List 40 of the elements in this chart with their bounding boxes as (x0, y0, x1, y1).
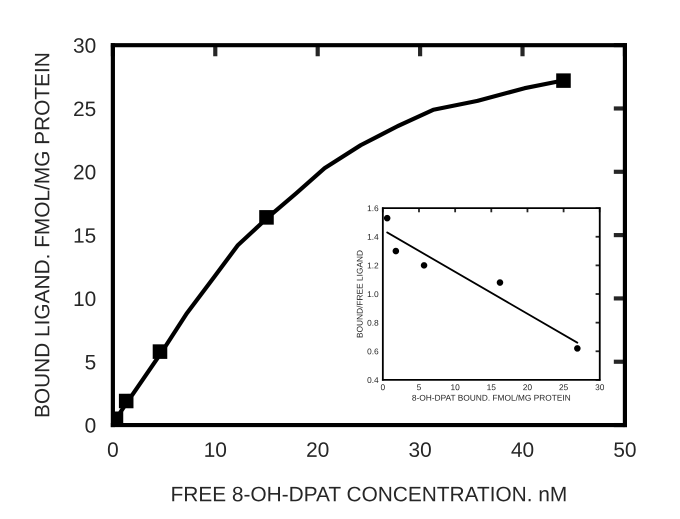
x-tick-label: 10 (451, 384, 460, 390)
y-tick-label: 10 (74, 291, 96, 306)
point (420, 262, 428, 269)
point (152, 344, 168, 359)
y-tick-label: 25 (74, 101, 96, 116)
point (384, 214, 390, 222)
x-tick-label: 5 (417, 384, 421, 390)
y-tick-label: 1.2 (368, 262, 378, 268)
point (259, 210, 274, 225)
y-tick-label: 1.0 (368, 291, 378, 298)
y-axis-title: BOUND/FREE LIGAND (356, 250, 363, 338)
y-tick-label: 15 (74, 228, 96, 243)
x-axis-title: 8-OH-DPAT BOUND. FMOL/MG PROTEIN (412, 394, 570, 401)
x-tick-label: 30 (409, 442, 431, 458)
x-tick-label: 20 (523, 384, 532, 390)
y-tick-label: 30 (74, 38, 96, 53)
x-tick-label: 20 (307, 442, 328, 458)
point (556, 73, 571, 88)
y-tick-label: 0.6 (367, 348, 378, 354)
y-tick-label: 1.4 (368, 234, 378, 240)
point (496, 279, 504, 286)
y-tick-label: 20 (74, 164, 96, 180)
x-tick-label: 10 (205, 442, 226, 458)
y-tick-label: 1.6 (368, 205, 378, 212)
x-tick-label: 0 (108, 442, 118, 458)
x-tick-label: 40 (511, 442, 534, 458)
x-tick-label: 25 (559, 384, 568, 390)
y-tick-label: 5 (85, 354, 96, 370)
y-tick-label: 0 (85, 418, 96, 433)
y-axis-title: BOUND LIGAND. FMOL/MG PROTEIN (34, 54, 50, 416)
point (574, 345, 581, 352)
x-tick-label: 50 (614, 442, 636, 458)
x-tick-label: 15 (487, 384, 496, 390)
x-tick-label: 0 (380, 384, 385, 390)
x-tick-label: 30 (595, 384, 604, 390)
point (118, 394, 134, 408)
x-axis-title: FREE 8-OH-DPAT CONCENTRATION. nM (172, 486, 566, 502)
y-tick-label: 0.4 (367, 377, 378, 384)
y-tick-label: 0.8 (367, 320, 378, 326)
point (392, 248, 400, 254)
